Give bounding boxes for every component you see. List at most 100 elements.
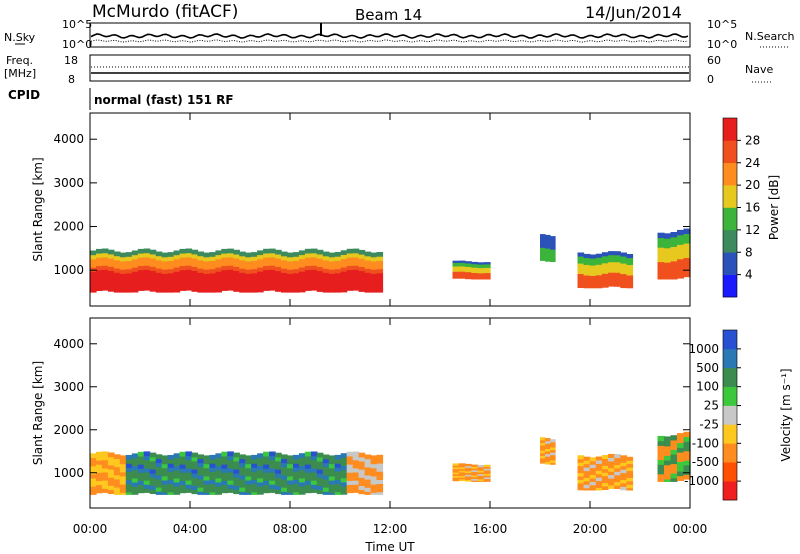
velocity-cell [577, 475, 585, 480]
velocity-cell [595, 470, 603, 475]
velocity-cell [185, 475, 193, 481]
velocity-cell [269, 467, 276, 473]
power-cell [626, 284, 634, 289]
velocity-cell [167, 475, 175, 481]
velocity-cell [620, 472, 627, 477]
power-cell [197, 276, 204, 282]
power-cell [293, 272, 300, 278]
velocity-cell [251, 463, 258, 468]
power-cell [471, 275, 479, 279]
power-cell [352, 261, 360, 266]
velocity-cell [614, 478, 621, 483]
velocity-cell [458, 468, 466, 471]
power-cell [191, 270, 199, 276]
power-cell [298, 267, 306, 272]
power-cell [263, 257, 270, 262]
velocity-cell [664, 436, 672, 442]
velocity-cell [316, 456, 324, 462]
power-cell [614, 268, 621, 273]
velocity-cell [131, 453, 139, 459]
power-cell [143, 273, 151, 279]
velocity-cell [96, 455, 103, 461]
velocity-cell [119, 467, 127, 473]
velocity-cell [96, 484, 103, 490]
power-cell [143, 261, 151, 266]
velocity-cell [352, 484, 360, 489]
velocity-cell [269, 459, 276, 465]
power-cell [620, 280, 627, 285]
power-cell [589, 261, 597, 266]
velocity-cell [257, 469, 264, 475]
nave-tick-top: 60 [707, 54, 721, 67]
power-cell [545, 253, 551, 257]
power-cell [346, 286, 354, 291]
velocity-cell [149, 460, 157, 466]
velocity-cell [601, 458, 609, 463]
power-cell [608, 268, 615, 273]
power-cell [589, 278, 597, 283]
power-cell [683, 233, 691, 239]
power-cell [209, 287, 216, 293]
power-cell [620, 273, 627, 278]
power-cell [257, 271, 264, 276]
power-cell [334, 276, 342, 282]
velocity-cell [316, 460, 324, 466]
velocity-cell [137, 488, 145, 494]
power-cell [458, 260, 466, 263]
velocity-cell [540, 450, 546, 454]
velocity-cell [275, 469, 282, 474]
power-cell [545, 240, 551, 244]
velocity-cell [167, 459, 175, 464]
power-cell [670, 246, 678, 252]
velocity-cell [465, 470, 472, 473]
power-cell [233, 282, 240, 288]
velocity-cell [221, 468, 228, 473]
velocity-cell [595, 480, 603, 485]
power-cell [577, 256, 585, 261]
velocity-cell [346, 459, 354, 465]
velocity-cell [281, 466, 288, 472]
power-cell [364, 268, 372, 273]
power-region-1 [452, 260, 491, 280]
power-cell [101, 277, 109, 283]
power-cell [287, 252, 294, 258]
velocity-cell [227, 455, 234, 461]
power-cell [263, 282, 270, 287]
velocity-region-0 [90, 451, 384, 495]
velocity-cell [540, 447, 546, 451]
velocity-cell [620, 476, 627, 480]
velocity-cell [155, 470, 163, 476]
power-cell [664, 266, 672, 273]
velocity-cell [545, 461, 551, 465]
velocity-colorbar-label: -1000 [684, 474, 719, 488]
power-cell [358, 270, 366, 276]
velocity-cell [583, 486, 591, 491]
velocity-cell [322, 458, 330, 464]
velocity-cell [316, 469, 324, 474]
power-cell [119, 256, 127, 262]
power-cell [683, 262, 691, 268]
velocity-cell [161, 479, 169, 485]
velocity-cell [458, 478, 466, 482]
power-colorbar-label: 8 [745, 245, 753, 259]
velocity-cell [483, 468, 491, 471]
power-cell [376, 281, 384, 286]
power-cell [477, 269, 485, 272]
velocity-cell [215, 481, 222, 487]
power-cell [316, 266, 324, 272]
velocity-cell [239, 483, 246, 488]
power-cell [458, 264, 466, 267]
velocity-cell [90, 477, 97, 483]
velocity-cell [143, 488, 151, 493]
power-cell [583, 264, 591, 269]
power-cell [281, 255, 288, 261]
velocity-cell [608, 481, 615, 486]
velocity-cell [583, 480, 591, 485]
velocity-cell [483, 469, 491, 473]
power-cell [269, 256, 276, 262]
velocity-cell [358, 456, 366, 462]
velocity-cell [161, 488, 169, 493]
power-cell [155, 259, 163, 265]
power-cell [452, 276, 460, 279]
